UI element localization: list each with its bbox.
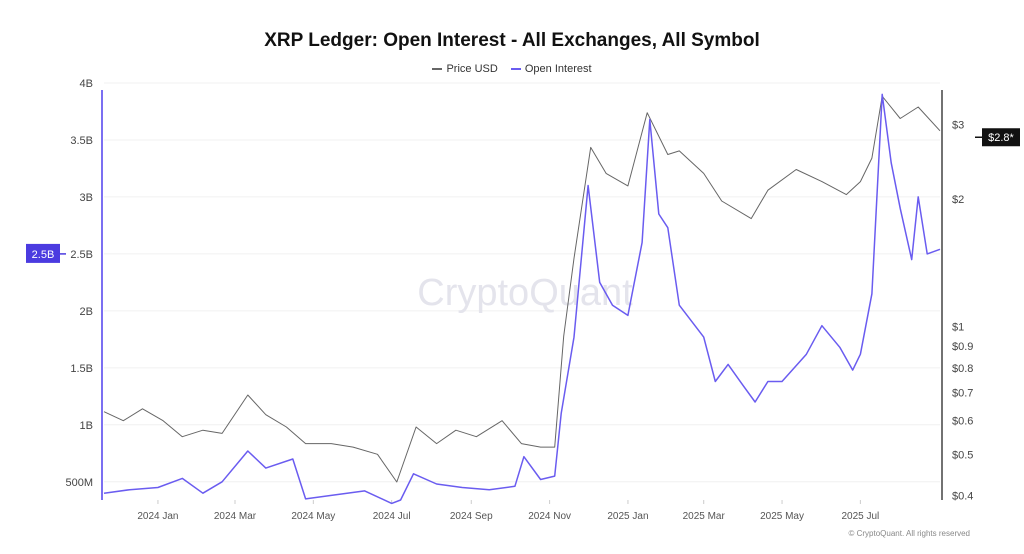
x-tick-label: 2024 Jul <box>373 511 411 522</box>
y-left-highlight-label: 2.5B <box>32 249 55 261</box>
x-tick-label: 2024 Jan <box>137 511 178 522</box>
y-left-tick-label: 2.5B <box>70 249 93 261</box>
legend-label-open-interest: Open Interest <box>524 63 592 75</box>
y-right-tick-label: $0.4 <box>952 490 973 502</box>
legend-label-price: Price USD <box>446 63 498 75</box>
y-right-tick-label: $3 <box>952 120 964 132</box>
y-right-tick-label: $0.7 <box>952 387 973 399</box>
y-right-tick-label: $1 <box>952 322 964 334</box>
x-tick-label: 2024 Nov <box>528 511 571 522</box>
y-left-tick-label: 1B <box>80 420 93 432</box>
legend-item-open-interest[interactable]: Open Interest <box>510 63 592 75</box>
y-right-tick-label: $0.6 <box>952 416 973 428</box>
x-tick-label: 2025 Jan <box>607 511 648 522</box>
legend-item-price[interactable]: Price USD <box>432 63 498 75</box>
y-right-tick-label: $0.9 <box>952 341 973 353</box>
y-left-highlight-badge <box>26 243 60 263</box>
y-left-tick-label: 3.5B <box>70 135 93 147</box>
y-right-tick-label: $0.8 <box>952 363 973 375</box>
x-tick-label: 2025 May <box>760 511 804 522</box>
x-tick-label: 2024 Sep <box>450 511 493 522</box>
y-left-tick-label: 500M <box>65 477 93 489</box>
legend-swatch-open-interest <box>510 68 521 70</box>
legend: Price USD Open Interest <box>0 61 1024 75</box>
y-left-tick-label: 4B <box>80 78 93 90</box>
y-right-highlight-badge <box>982 128 1020 147</box>
y-left-tick-label: 3B <box>80 192 93 204</box>
series-line-price-usd <box>103 95 941 483</box>
y-left-tick-label: 2B <box>80 306 93 318</box>
x-tick-label: 2024 May <box>291 511 335 522</box>
footer-copyright: © CryptoQuant. All rights reserved <box>848 529 971 538</box>
watermark: CryptoQuant <box>417 272 633 314</box>
y-left-tick-label: 1.5B <box>70 363 93 375</box>
x-tick-label: 2024 Mar <box>214 511 257 522</box>
legend-swatch-price <box>432 68 443 70</box>
y-right-tick-label: $0.5 <box>952 449 973 461</box>
y-right-tick-label: $2 <box>952 194 964 206</box>
series-line-open-interest <box>103 93 941 505</box>
x-tick-label: 2025 Mar <box>683 511 726 522</box>
chart-title: XRP Ledger: Open Interest - All Exchange… <box>264 30 760 51</box>
y-right-highlight-label: $2.8* <box>988 132 1014 144</box>
x-tick-label: 2025 Jul <box>841 511 879 522</box>
